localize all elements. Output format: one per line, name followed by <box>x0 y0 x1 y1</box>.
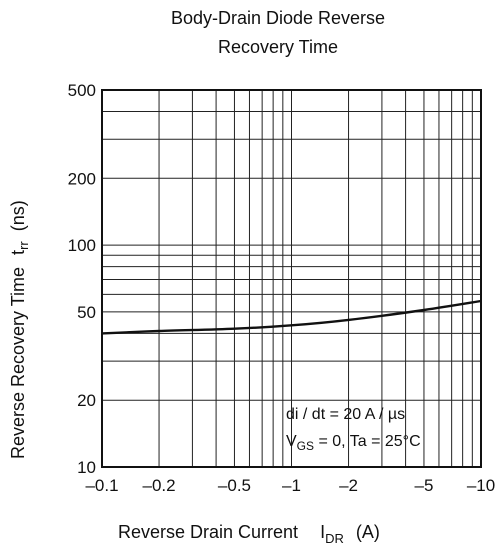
plot-frame <box>101 89 482 468</box>
annotation-vgs-subscript: GS <box>297 439 314 453</box>
series-line <box>101 299 482 335</box>
x-tick-label: –10 <box>467 476 495 495</box>
x-tick-label: –0.2 <box>142 476 175 495</box>
tick-labels: –0.1 –0.2 –0.5 –1 –2 –5 –10 10 20 50 100 200 500 <box>68 81 496 495</box>
x-axis-subscript: DR <box>325 531 344 546</box>
x-tick-label: –5 <box>414 476 433 495</box>
y-tick-label: 200 <box>68 169 96 188</box>
x-axis-unit: (A) <box>356 522 380 542</box>
x-tick-label: –1 <box>282 476 301 495</box>
annotation-conditions: VGS = 0, Ta = 25°C <box>286 433 421 453</box>
x-axis-label-text: Reverse Drain Current <box>118 522 298 542</box>
y-axis-label-text: Reverse Recovery Time <box>8 267 28 459</box>
y-tick-label: 10 <box>77 458 96 477</box>
y-axis-label-group: Reverse Recovery Time trr (ns) <box>8 200 31 459</box>
y-axis-subscript: rr <box>16 241 31 250</box>
chart-title-line-2: Recovery Time <box>218 37 338 57</box>
y-tick-label: 20 <box>77 391 96 410</box>
y-tick-label: 100 <box>68 236 96 255</box>
x-axis-label: Reverse Drain Current IDR (A) <box>118 522 380 546</box>
annotation-vgs-symbol: V <box>286 433 297 450</box>
x-axis-symbol: I <box>320 522 325 542</box>
grid <box>102 90 481 467</box>
y-axis-unit: (ns) <box>8 200 28 231</box>
y-tick-label: 50 <box>77 303 96 322</box>
x-tick-label: –0.5 <box>218 476 251 495</box>
y-tick-label: 500 <box>68 81 96 100</box>
y-axis-label: Reverse Recovery Time trr (ns) <box>8 200 31 459</box>
x-tick-label: –2 <box>339 476 358 495</box>
annotation-di-dt: di / dt = 20 A / µs <box>286 406 405 423</box>
annotation-conditions-rest: = 0, Ta = 25°C <box>314 433 421 450</box>
chart-title-line-1: Body-Drain Diode Reverse <box>171 8 385 28</box>
x-tick-label: –0.1 <box>85 476 118 495</box>
y-axis-symbol: t <box>8 250 28 255</box>
